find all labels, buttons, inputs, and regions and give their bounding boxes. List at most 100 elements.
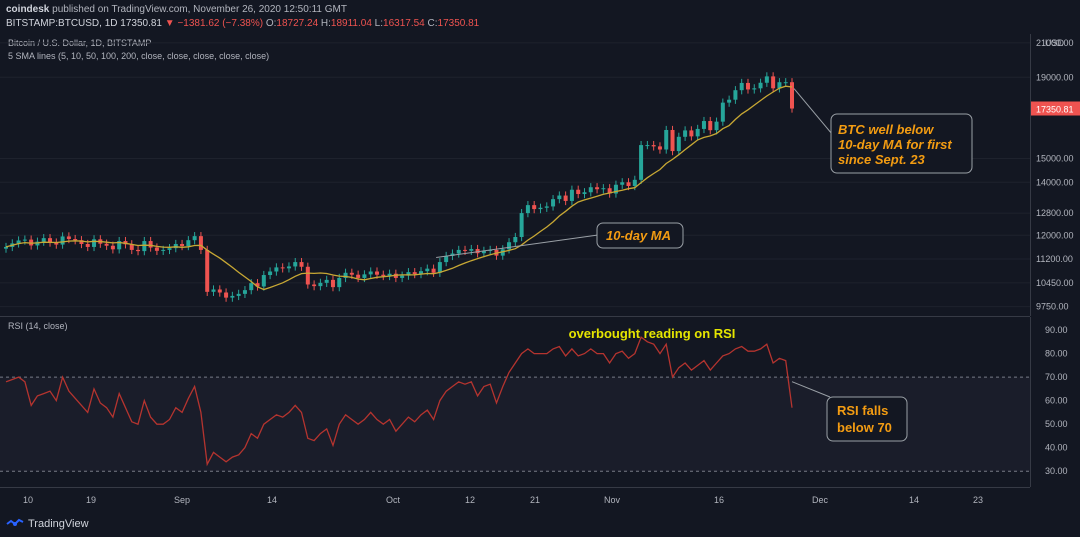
rsi-tick-label: 40.00 [1045,443,1068,453]
rsi-annotation-text: RSI falls [837,403,888,418]
candle-body [538,207,543,210]
rsi-legend[interactable]: RSI (14, close) [8,321,68,331]
open-label: O: [265,18,277,29]
candle-body [268,271,273,276]
rsi-annotation-box [826,396,908,442]
tradingview-brand[interactable]: TradingView [28,518,89,530]
chart-header: coindesk published on TradingView.com, N… [0,0,1080,34]
candle-body [305,266,310,285]
candle-body [299,262,304,267]
candle-body [463,249,468,251]
rsi-panel[interactable]: RSI (14, close) overbought reading on RS… [0,317,1030,488]
candle-body [255,283,260,287]
candle-body [41,238,46,242]
candle-body [217,289,222,293]
rsi-axis[interactable]: 90.00 80.00 70.00 60.00 50.00 40.00 30.00 [1030,317,1080,487]
close-label: C: [427,18,438,29]
publisher-name[interactable]: coindesk [6,4,50,15]
candle-body [708,121,713,131]
time-axis[interactable]: 10 19 Sep 14 Oct 12 21 Nov 16 Dec 14 23 [0,488,1030,512]
candle-body [161,249,166,251]
last-price-label: 17350.81 [1036,105,1074,115]
candle-body [261,275,266,287]
time-tick-label: Sep [174,495,190,505]
candle-body [16,240,21,244]
time-tick-label: Dec [812,495,829,505]
candle-body [79,240,84,244]
candle-body [595,187,600,190]
rsi-annotation-text: below 70 [837,420,892,435]
candle-body [720,102,725,122]
candle-body [431,268,436,273]
price-chart-panel[interactable]: Bitcoin / U.S. Dollar, 1D, BITSTAMP 5 SM… [0,34,1030,317]
candle-body [557,195,562,200]
candle-body [657,146,662,150]
tradingview-logo-icon[interactable] [6,518,24,530]
candle-body [85,243,90,247]
rsi-tick-label: 60.00 [1045,396,1068,406]
low-value: 16317.54 [383,18,425,29]
price-tick-label: 21000.00 [1036,38,1074,48]
price-tick-label: 10450.00 [1036,278,1074,288]
time-tick-label: 12 [465,495,475,505]
candle-body [532,205,537,210]
price-axis-scale: 21000.00 19000.00 17350.81 15000.00 14000.00… [1031,38,1080,312]
price-tick-label: 19000.00 [1036,72,1074,82]
candle-body [330,279,335,288]
candle-body [236,293,241,296]
time-tick-label: 14 [909,495,919,505]
candle-body [444,255,449,263]
time-tick-label: 10 [23,495,33,505]
candle-body [670,129,675,152]
candle-body [513,237,518,243]
sma-legend[interactable]: 5 SMA lines (5, 10, 50, 100, 200, close,… [8,51,270,61]
candle-body [224,292,229,298]
candle-body [481,250,486,254]
candle-body [437,262,442,273]
candle-body [739,82,744,91]
candle-body [419,271,424,275]
candle-body [689,130,694,137]
candle-body [368,271,373,275]
candle-body [639,145,644,180]
price-tick-label: 12000.00 [1036,230,1074,240]
candle-body [752,88,757,90]
last-price: 17350.81 [120,18,162,29]
rsi-leader [791,381,831,398]
candle-body [582,192,587,195]
candle-body [507,242,512,250]
published-text: published on TradingView.com, November 2… [52,4,347,15]
candle-body [230,295,235,298]
candle-body [205,249,210,292]
time-tick-label: 16 [714,495,724,505]
candle-body [469,249,474,251]
candle-body [569,189,574,201]
annotation-text: BTC well below [838,122,934,137]
candle-body [758,82,763,89]
rsi-axis-scale: 90.00 80.00 70.00 60.00 50.00 40.00 30.00 [1045,325,1068,476]
symbol-label[interactable]: BITSTAMP:BTCUSD, 1D [6,18,118,29]
candle-body [117,241,122,250]
candle-body [588,187,593,193]
rsi-tick-label: 80.00 [1045,349,1068,359]
publish-line: coindesk published on TradingView.com, N… [6,4,347,15]
candle-body [136,249,141,252]
candle-body [777,82,782,89]
time-axis-scale: 10 19 Sep 14 Oct 12 21 Nov 16 Dec 14 23 [23,495,983,505]
price-axis[interactable]: 21000.00 19000.00 17350.81 15000.00 14000.00… [1030,34,1080,316]
candle-body [664,129,669,150]
candle-body [563,195,568,201]
time-tick-label: Oct [386,495,401,505]
ma-annotation-box [596,222,684,249]
time-tick-label: 14 [267,495,277,505]
rsi-chart[interactable]: overbought reading on RSI RSI falls below … [0,317,1030,487]
rsi-tick-label: 50.00 [1045,419,1068,429]
candle-body [110,245,115,250]
rsi-line [5,336,793,467]
high-label: H: [320,18,331,29]
candle-body [356,274,361,278]
candle-body [500,249,505,256]
candle-body [406,272,411,276]
candle-body [22,239,27,241]
